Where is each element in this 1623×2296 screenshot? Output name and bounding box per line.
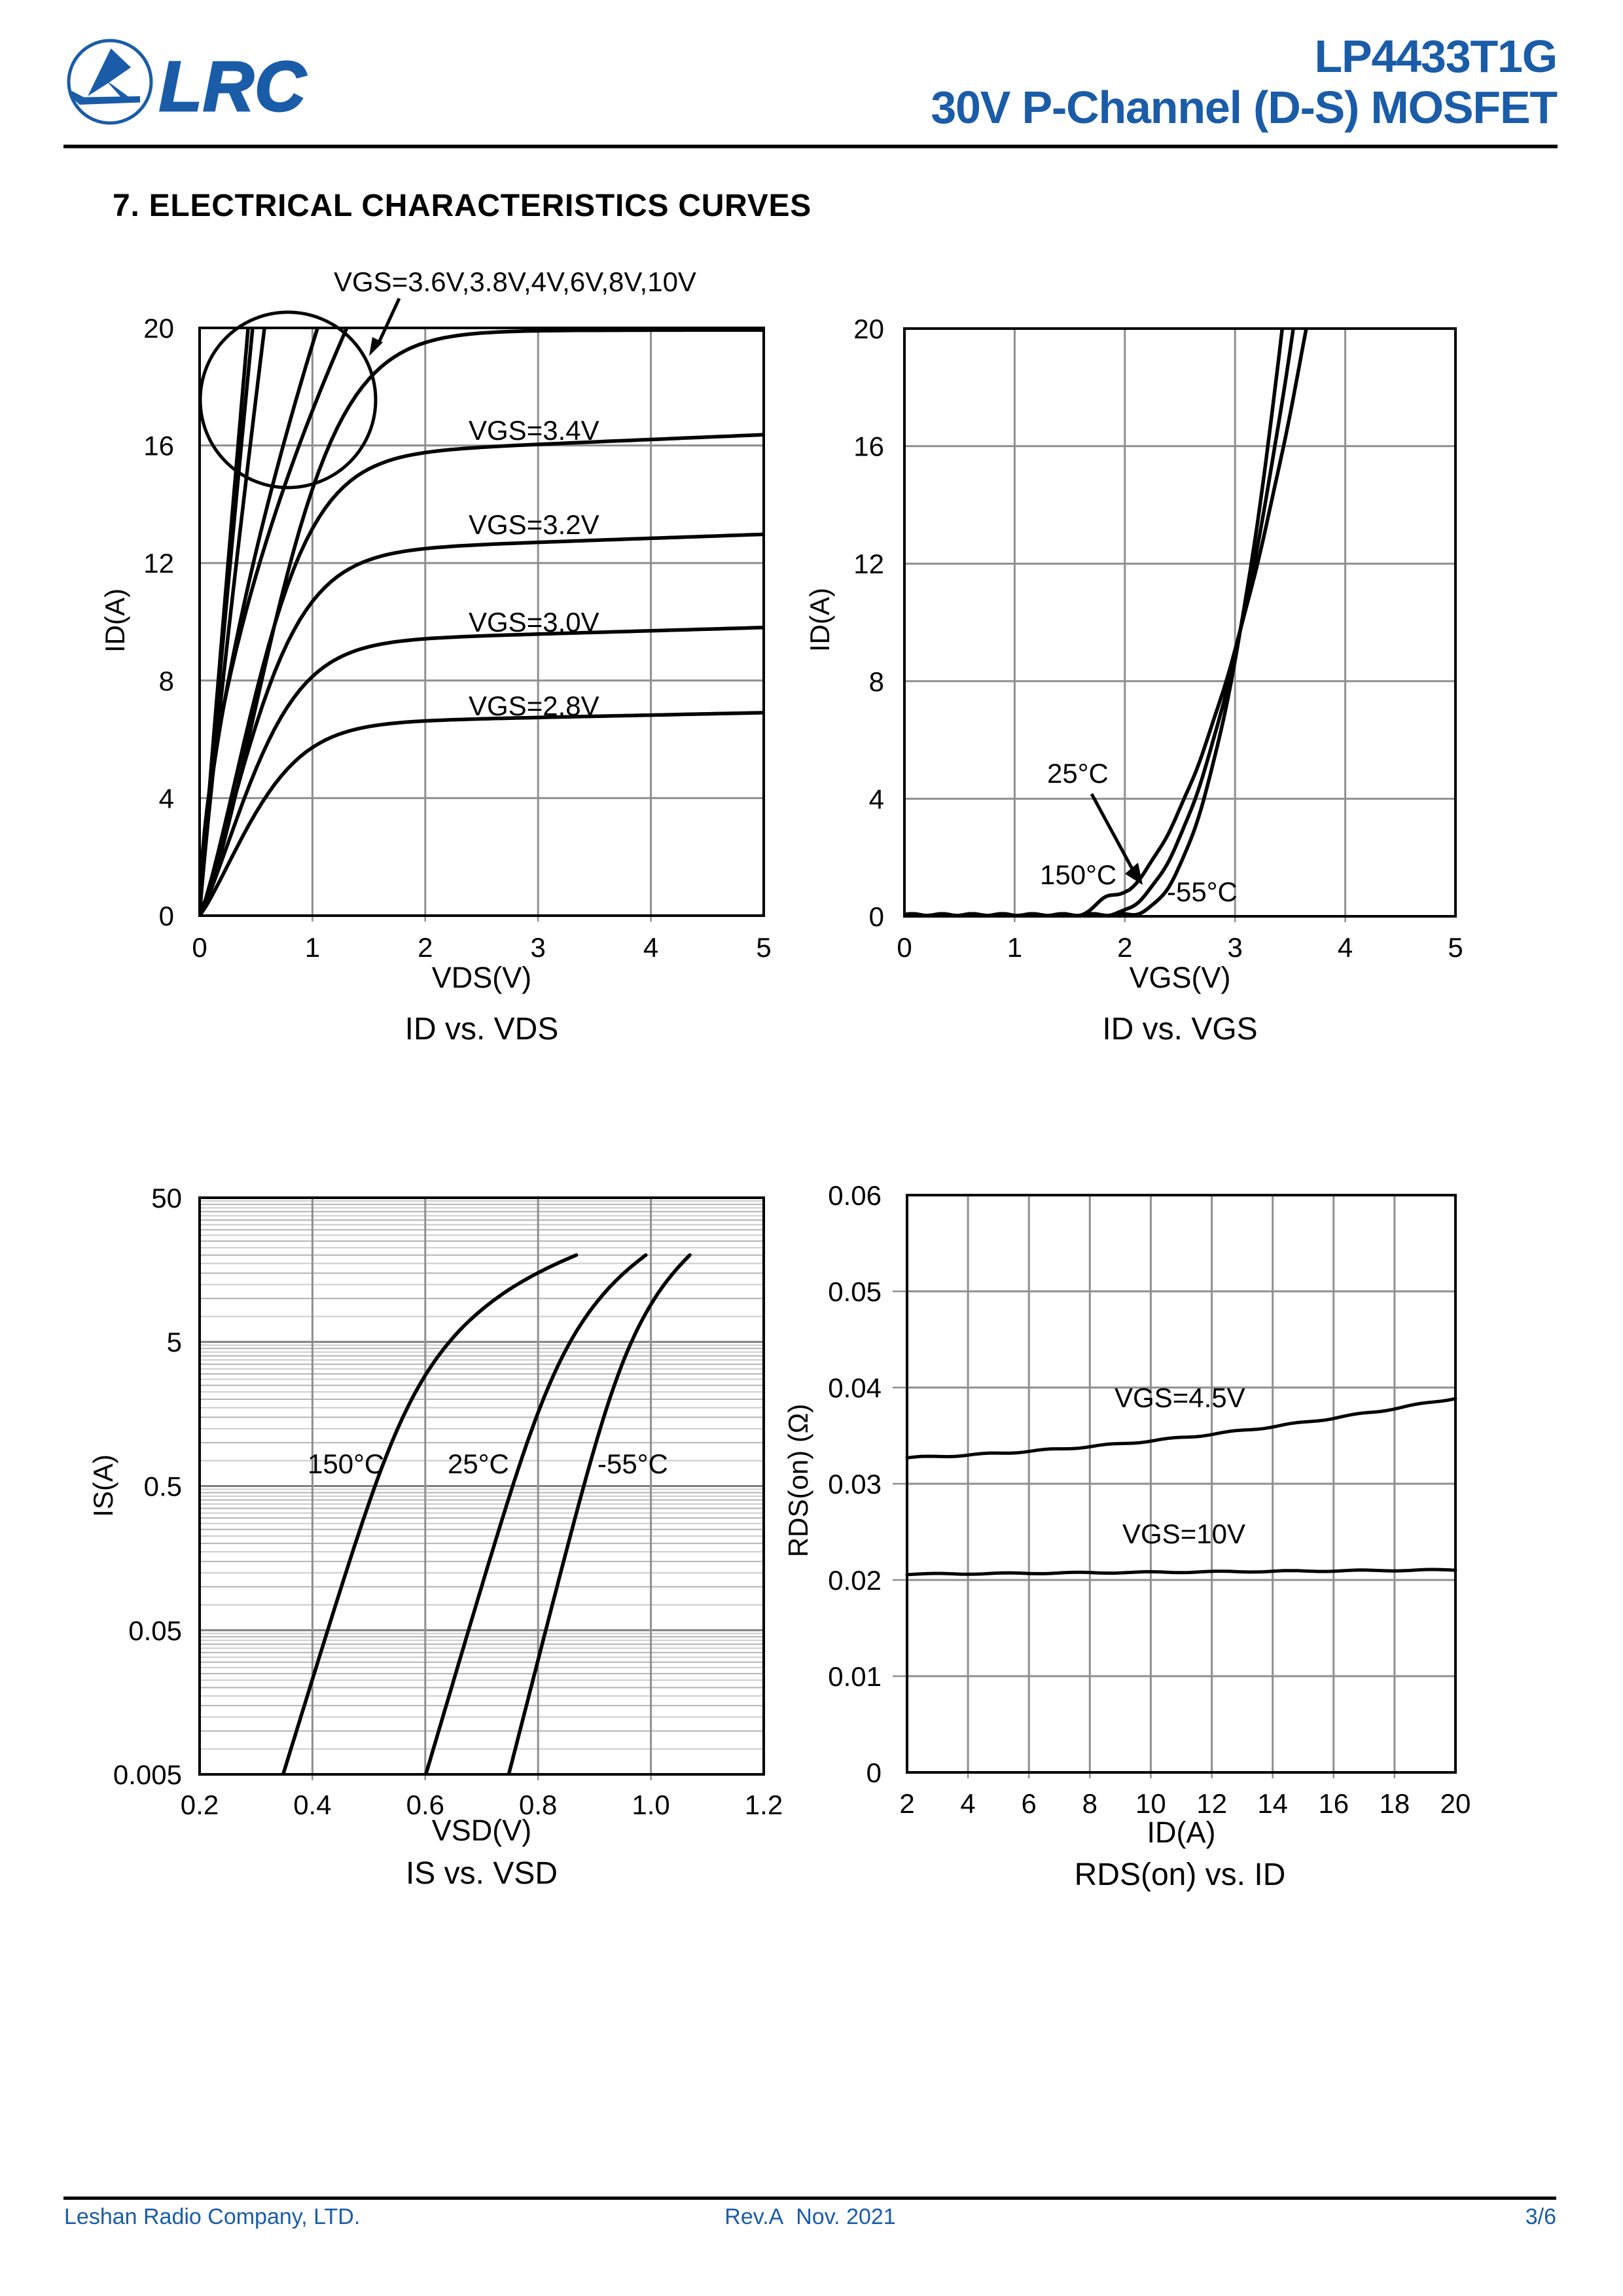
svg-text:150°C: 150°C — [308, 1448, 384, 1479]
svg-text:VSD(V): VSD(V) — [432, 1814, 532, 1847]
svg-text:30V P-Channel (D-S) MOSFET: 30V P-Channel (D-S) MOSFET — [931, 82, 1557, 133]
svg-text:VGS=3.6V,3.8V,4V,6V,8V,10V: VGS=3.6V,3.8V,4V,6V,8V,10V — [334, 266, 696, 297]
svg-text:0.05: 0.05 — [128, 1615, 182, 1646]
svg-text:0.02: 0.02 — [828, 1565, 882, 1596]
svg-text:0.8: 0.8 — [519, 1789, 557, 1820]
svg-text:2: 2 — [899, 1788, 914, 1819]
svg-text:0.03: 0.03 — [828, 1469, 882, 1499]
svg-text:25°C: 25°C — [448, 1448, 509, 1479]
svg-text:0: 0 — [869, 901, 884, 932]
svg-text:7. ELECTRICAL CHARACTERISTICS: 7. ELECTRICAL CHARACTERISTICS CURVES — [113, 188, 812, 223]
svg-text:0.04: 0.04 — [828, 1372, 882, 1403]
svg-text:-55°C: -55°C — [1167, 876, 1238, 907]
svg-text:8: 8 — [159, 666, 174, 696]
svg-text:VDS(V): VDS(V) — [432, 961, 532, 994]
svg-text:10: 10 — [1135, 1788, 1166, 1819]
svg-text:VGS=2.8V: VGS=2.8V — [469, 691, 599, 721]
svg-text:4: 4 — [159, 783, 174, 814]
svg-text:8: 8 — [869, 666, 884, 697]
svg-text:20: 20 — [853, 314, 884, 344]
svg-text:2: 2 — [418, 932, 433, 963]
svg-text:LP4433T1G: LP4433T1G — [1314, 31, 1557, 82]
svg-text:3/6: 3/6 — [1525, 2204, 1556, 2229]
svg-text:RDS(on) (Ω): RDS(on) (Ω) — [783, 1404, 813, 1557]
svg-text:LRC: LRC — [159, 46, 307, 126]
svg-text:0.01: 0.01 — [828, 1661, 882, 1692]
svg-text:150°C: 150°C — [1040, 859, 1116, 890]
svg-text:0.2: 0.2 — [181, 1789, 219, 1820]
svg-text:18: 18 — [1380, 1788, 1410, 1819]
svg-text:3: 3 — [531, 932, 546, 963]
svg-text:0.6: 0.6 — [406, 1789, 444, 1820]
svg-text:1: 1 — [305, 932, 320, 963]
svg-text:VGS(V): VGS(V) — [1129, 961, 1230, 994]
svg-text:VGS=10V: VGS=10V — [1122, 1518, 1245, 1549]
svg-text:RDS(on) vs. ID: RDS(on) vs. ID — [1075, 1857, 1286, 1892]
svg-text:20: 20 — [143, 313, 174, 344]
svg-text:0: 0 — [866, 1757, 882, 1788]
svg-text:0.06: 0.06 — [828, 1180, 882, 1211]
svg-text:ID(A): ID(A) — [99, 588, 130, 653]
svg-text:0: 0 — [159, 901, 174, 931]
svg-text:ID(A): ID(A) — [1147, 1816, 1216, 1849]
svg-text:VGS=3.0V: VGS=3.0V — [469, 607, 599, 637]
svg-text:IS vs. VSD: IS vs. VSD — [406, 1856, 558, 1891]
svg-text:Rev.A Nov. 2021: Rev.A Nov. 2021 — [724, 2204, 895, 2229]
svg-text:16: 16 — [1318, 1788, 1349, 1819]
svg-text:6: 6 — [1022, 1788, 1037, 1819]
svg-text:1.0: 1.0 — [632, 1789, 669, 1820]
svg-text:0: 0 — [192, 932, 207, 963]
svg-text:0: 0 — [897, 932, 912, 963]
svg-text:4: 4 — [1338, 932, 1353, 963]
svg-text:14: 14 — [1257, 1788, 1288, 1819]
svg-text:12: 12 — [1196, 1788, 1227, 1819]
svg-text:4: 4 — [960, 1788, 975, 1819]
svg-text:16: 16 — [853, 431, 884, 462]
svg-text:-55°C: -55°C — [597, 1448, 668, 1479]
svg-text:Leshan Radio Company, LTD.: Leshan Radio Company, LTD. — [64, 2204, 360, 2229]
svg-text:2: 2 — [1117, 932, 1132, 963]
svg-text:50: 50 — [151, 1183, 182, 1213]
svg-text:5: 5 — [167, 1327, 182, 1357]
svg-text:1.2: 1.2 — [745, 1789, 783, 1820]
svg-text:4: 4 — [869, 783, 884, 814]
svg-text:25°C: 25°C — [1047, 758, 1109, 789]
svg-text:16: 16 — [143, 431, 174, 461]
svg-text:VGS=3.2V: VGS=3.2V — [469, 509, 599, 540]
svg-text:5: 5 — [1448, 932, 1463, 963]
svg-text:8: 8 — [1082, 1788, 1097, 1819]
svg-text:20: 20 — [1440, 1788, 1471, 1819]
svg-text:12: 12 — [853, 548, 884, 579]
svg-text:1: 1 — [1007, 932, 1022, 963]
svg-text:4: 4 — [643, 932, 658, 963]
svg-text:VGS=4.5V: VGS=4.5V — [1115, 1382, 1245, 1413]
svg-text:ID(A): ID(A) — [804, 588, 835, 652]
svg-text:3: 3 — [1228, 932, 1243, 963]
svg-text:IS(A): IS(A) — [88, 1454, 118, 1517]
svg-text:ID vs. VGS: ID vs. VGS — [1102, 1012, 1257, 1047]
svg-text:0.5: 0.5 — [144, 1471, 182, 1502]
svg-text:12: 12 — [143, 548, 174, 579]
svg-text:5: 5 — [756, 932, 771, 963]
svg-text:0.005: 0.005 — [113, 1759, 182, 1790]
svg-text:VGS=3.4V: VGS=3.4V — [469, 415, 599, 446]
svg-text:0.05: 0.05 — [828, 1276, 882, 1307]
svg-text:0.4: 0.4 — [293, 1789, 331, 1820]
svg-text:ID vs. VDS: ID vs. VDS — [405, 1012, 559, 1047]
